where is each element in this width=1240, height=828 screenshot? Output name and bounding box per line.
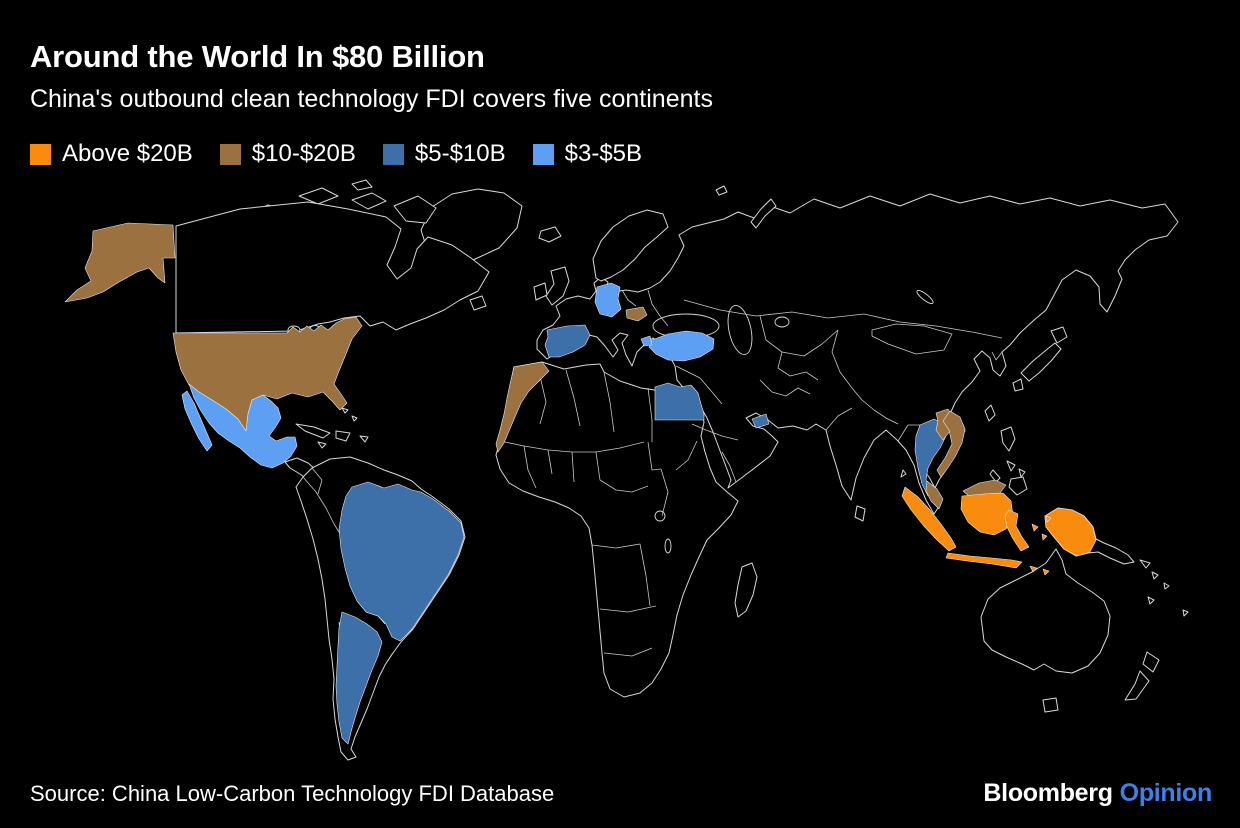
chart-title: Around the World In $80 Billion (30, 39, 485, 74)
landmass-australia (980, 548, 1111, 674)
legend: Above $20B $10-$20B $5-$10B $3-$5B (30, 140, 713, 168)
landmass-new-zealand-south (1124, 670, 1150, 701)
landmass-madagascar (734, 562, 758, 618)
legend-item-10-20b: $10-$20B (219, 140, 356, 168)
country-spain (544, 324, 591, 358)
landmass-scandinavia (592, 209, 669, 282)
logo-bloomberg: Bloomberg (983, 779, 1113, 807)
legend-label: Above $20B (62, 140, 193, 168)
landmass-ireland (533, 282, 548, 301)
landmass-japan (1012, 326, 1068, 392)
legend-item-5-10b: $5-$10B (382, 140, 506, 168)
legend-label: $5-$10B (414, 140, 506, 168)
landmass-tasmania (1042, 697, 1059, 713)
lake-malawi (664, 538, 672, 554)
landmass-novaya-zemlya (750, 198, 777, 229)
legend-item-3-5b: $3-$5B (532, 140, 643, 168)
legend-swatch-brown (219, 143, 241, 165)
country-morocco (495, 361, 550, 453)
country-indonesia-papua (1044, 507, 1097, 557)
country-germany (594, 282, 622, 318)
country-mexico (188, 383, 298, 469)
country-indonesia-sulawesi (1004, 509, 1030, 552)
country-egypt (654, 382, 705, 421)
country-brazil (338, 481, 465, 642)
chart-subtitle: China's outbound clean technology FDI co… (30, 85, 713, 114)
country-uae (751, 413, 770, 429)
country-vietnam (936, 410, 966, 478)
country-indonesia-kalimantan (960, 492, 1014, 536)
chart-header: Around the World In $80 Billion China's … (30, 39, 713, 168)
legend-label: $3-$5B (564, 140, 643, 168)
landmasses (175, 179, 1189, 761)
aral-sea (774, 316, 790, 328)
landmass-andaman (900, 469, 907, 478)
country-mexico-baja (181, 390, 213, 452)
bloomberg-logo: Bloomberg Opinion (983, 779, 1212, 808)
logo-opinion: Opinion (1119, 779, 1213, 807)
landmass-taiwan (984, 404, 996, 422)
country-hungary (625, 306, 648, 322)
landmass-new-zealand-north (1142, 651, 1160, 673)
landmass-iceland (538, 226, 562, 243)
legend-item-above-20b: Above $20B (30, 140, 193, 168)
landmass-britain (545, 266, 570, 306)
legend-swatch-steel-blue (382, 143, 404, 165)
legend-swatch-orange (30, 143, 51, 165)
legend-swatch-light-blue (532, 143, 554, 165)
country-malaysia-peninsula (925, 480, 944, 510)
landmass-svalbard (715, 185, 728, 196)
source-note: Source: China Low-Carbon Technology FDI … (30, 781, 555, 806)
landmass-newfoundland (469, 295, 487, 311)
caspian-sea (727, 304, 753, 356)
landmass-canada (175, 201, 490, 334)
country-usa-alaska (64, 222, 176, 303)
country-indonesia-sumatra (901, 486, 957, 552)
country-turkey-thrace (640, 335, 653, 347)
landmass-sri-lanka (854, 505, 866, 522)
lake-baikal (916, 289, 934, 305)
landmass-caribbean (295, 407, 369, 449)
chart-footer: Source: China Low-Carbon Technology FDI … (0, 779, 1240, 808)
lake-victoria (654, 510, 666, 522)
country-indonesia-java (945, 552, 1023, 569)
country-indonesia-small-islands (1029, 515, 1052, 576)
country-argentina (335, 611, 383, 745)
legend-label: $10-$20B (251, 140, 356, 168)
shaded-countries (64, 222, 1097, 745)
country-turkey (648, 330, 715, 362)
landmass-philippines (989, 426, 1028, 496)
